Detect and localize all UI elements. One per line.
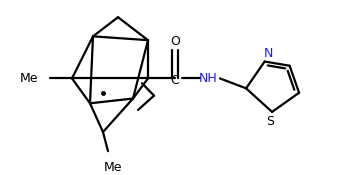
Text: N: N bbox=[264, 47, 273, 60]
Text: C: C bbox=[171, 74, 179, 87]
Text: NH: NH bbox=[199, 72, 217, 85]
Text: O: O bbox=[170, 35, 180, 48]
Text: S: S bbox=[266, 115, 274, 128]
Text: Me: Me bbox=[104, 161, 122, 174]
Text: Me: Me bbox=[20, 72, 38, 85]
